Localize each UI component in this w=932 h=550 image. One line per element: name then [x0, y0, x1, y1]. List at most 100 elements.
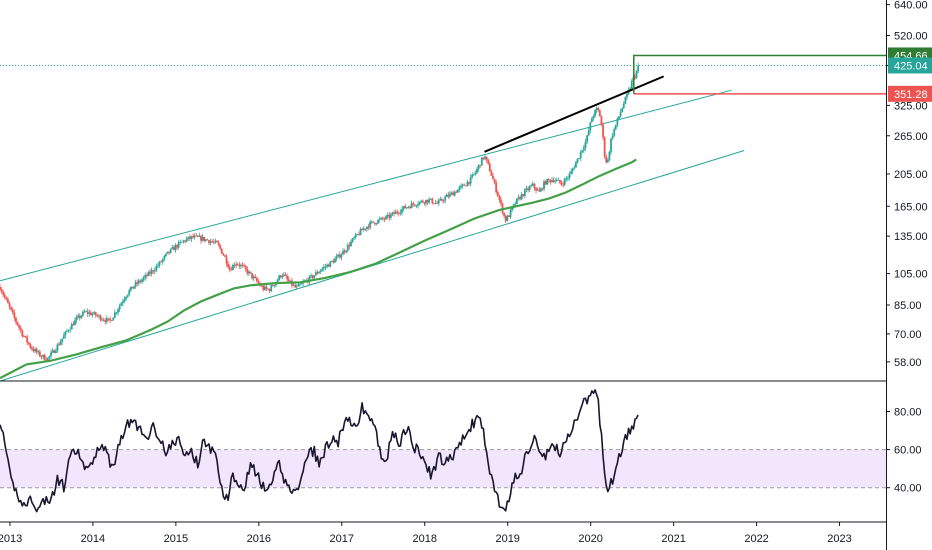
candle-body-184	[292, 284, 295, 286]
candle-body-61	[96, 315, 99, 317]
candle-body-16	[24, 336, 27, 338]
candle-body-344	[547, 179, 550, 181]
candle-body-62	[98, 315, 100, 317]
candle-body-318	[506, 215, 509, 222]
candle-body-152	[241, 264, 244, 266]
candle-body-149	[236, 264, 239, 266]
candle-body-135	[214, 240, 217, 242]
candle-body-133	[211, 241, 214, 243]
candle-body-154	[244, 266, 247, 269]
candle-body-25	[38, 351, 41, 357]
candle-body-377	[600, 116, 603, 125]
candle-body-346	[551, 180, 553, 183]
candle-body-367	[584, 141, 587, 148]
candle-body-391	[622, 103, 625, 109]
candle-body-188	[299, 284, 301, 286]
candle-body-32	[50, 352, 52, 357]
candle-body-212	[337, 254, 340, 257]
candle-body-106	[168, 251, 171, 253]
candle-body-262	[417, 204, 419, 206]
candle-body-243	[386, 214, 389, 217]
candle-body-87	[137, 280, 140, 284]
candle-body-48	[75, 317, 78, 321]
candle-body-290	[461, 184, 464, 186]
candle-body-319	[508, 215, 510, 217]
candle-body-45	[70, 323, 73, 330]
candle-body-257	[409, 206, 411, 209]
candle-body-264	[420, 200, 423, 202]
candle-body-366	[583, 147, 585, 151]
candle-body-392	[624, 97, 627, 104]
candle-body-308	[490, 171, 493, 176]
candle-body-131	[208, 240, 210, 243]
candle-body-256	[407, 206, 410, 208]
candle-body-78	[123, 299, 126, 302]
candle-body-213	[338, 254, 341, 258]
candle-body-254	[404, 206, 407, 209]
candle-body-246	[391, 212, 394, 215]
candle-body-21	[32, 349, 35, 351]
rsi-panel	[0, 389, 886, 513]
price-badge-2	[888, 85, 932, 102]
candle-body-400	[637, 65, 640, 72]
candle-body-372	[592, 115, 595, 119]
candle-body-80	[126, 294, 129, 297]
candle-body-237	[377, 220, 380, 224]
candle-body-124	[196, 235, 199, 237]
candle-body-297	[472, 174, 475, 175]
candle-body-158	[251, 273, 253, 279]
candle-body-233	[370, 221, 373, 223]
candle-body-12	[18, 325, 21, 328]
candle-body-148	[235, 264, 238, 266]
candle-body-242	[385, 216, 387, 220]
candle-body-132	[209, 241, 212, 243]
candle-body-76	[120, 303, 123, 306]
candle-body-215	[342, 250, 344, 255]
candle-body-253	[402, 206, 405, 209]
candle-body-239	[380, 217, 383, 220]
candle-body-291	[463, 184, 466, 186]
candle-body-58	[91, 313, 94, 316]
channel-upper-line	[0, 89, 732, 282]
candle-body-97	[153, 270, 156, 272]
time-tick-label-4: 2017	[330, 533, 354, 545]
candle-body-300	[477, 165, 480, 169]
level-454-step-line	[633, 54, 886, 94]
candle-body-39	[61, 338, 64, 342]
rsi-tick-label-2: 40.00	[894, 483, 922, 495]
candle-body-356	[567, 177, 569, 179]
candle-body-323	[514, 203, 517, 205]
candle-body-357	[568, 174, 571, 178]
candle-body-399	[635, 71, 638, 78]
candle-body-199	[316, 272, 319, 274]
candle-body-235	[374, 222, 376, 225]
candle-body-121	[192, 236, 194, 238]
rsi-band-fill	[0, 449, 886, 488]
candle-body-301	[479, 165, 482, 166]
candle-body-30	[46, 357, 49, 361]
candle-body-368	[586, 135, 588, 142]
candle-body-66	[104, 320, 107, 322]
candle-body-282	[448, 193, 451, 197]
candle-body-255	[405, 207, 408, 209]
candle-body-108	[171, 247, 174, 249]
candle-body-258	[410, 203, 413, 209]
candle-body-251	[399, 212, 402, 214]
candle-body-112	[177, 242, 180, 248]
candle-body-145	[230, 269, 233, 271]
candle-body-27	[42, 354, 44, 357]
candle-body-55	[86, 311, 89, 314]
candle-body-129	[204, 239, 207, 241]
price-tick-label-8: 105.00	[894, 269, 928, 281]
candle-body-110	[174, 245, 177, 251]
price-tick-label-6: 165.00	[894, 201, 928, 213]
candle-body-267	[425, 199, 427, 204]
candle-body-333	[530, 185, 533, 187]
candle-body-197	[313, 275, 316, 279]
candle-body-316	[503, 212, 506, 217]
candle-body-22	[34, 349, 36, 351]
candle-body-168	[267, 288, 269, 290]
candle-body-40	[62, 335, 65, 339]
